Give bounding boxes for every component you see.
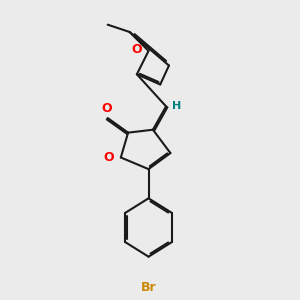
Text: H: H bbox=[172, 101, 182, 111]
Text: O: O bbox=[101, 102, 112, 115]
Text: O: O bbox=[104, 151, 114, 164]
Text: Br: Br bbox=[141, 281, 156, 295]
Text: O: O bbox=[131, 43, 142, 56]
